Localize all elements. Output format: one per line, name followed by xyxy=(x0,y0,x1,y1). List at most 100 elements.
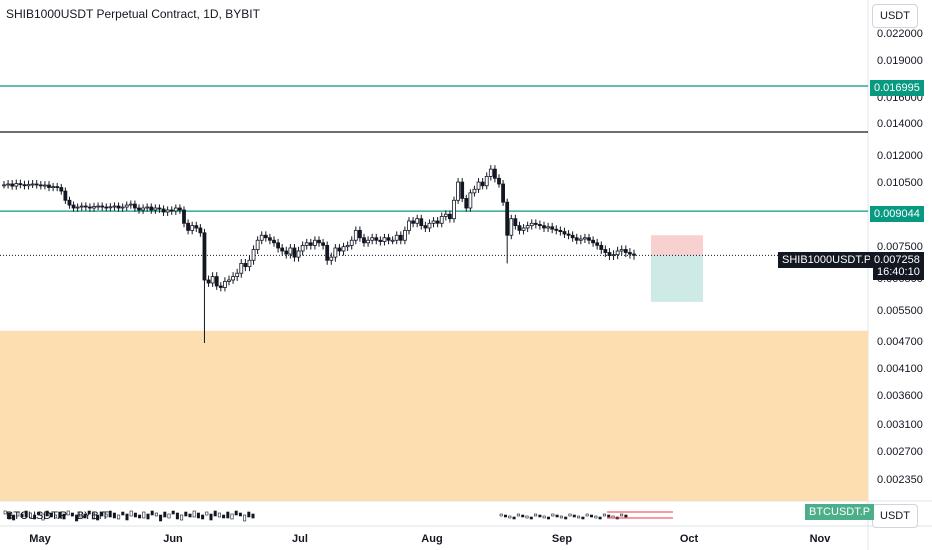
candle-body xyxy=(333,247,338,258)
month-label: Nov xyxy=(809,533,831,545)
lower-candle xyxy=(138,514,142,519)
candle-body xyxy=(223,281,227,288)
candle-body xyxy=(378,239,383,242)
candle-body xyxy=(178,207,182,211)
lower-candle xyxy=(594,515,598,519)
candle-body xyxy=(145,206,150,209)
candle-body xyxy=(341,246,346,252)
lower-candle xyxy=(247,511,251,518)
candle-body xyxy=(349,239,354,246)
candle-body xyxy=(390,239,395,242)
lower-candle xyxy=(180,514,184,521)
lower-candle xyxy=(75,514,79,522)
lower-candle xyxy=(521,514,525,518)
candle-body xyxy=(603,249,608,253)
price-tick-label: 0.014000 xyxy=(877,118,923,130)
candle-body xyxy=(427,222,432,229)
lower-candle xyxy=(555,514,559,518)
candle-body xyxy=(120,206,125,209)
candle-body xyxy=(243,263,248,268)
lower-candle xyxy=(70,512,74,517)
lower-candle xyxy=(564,516,568,520)
candle-body xyxy=(304,242,309,246)
candle-body xyxy=(497,177,501,185)
lower-candle xyxy=(154,512,158,517)
candle-body xyxy=(407,220,411,231)
candle-body xyxy=(112,205,117,208)
candle-body xyxy=(509,218,514,236)
price-tick-label: 0.002700 xyxy=(877,446,923,458)
lower-candle xyxy=(551,513,555,517)
candle-body xyxy=(525,225,530,229)
candle-body xyxy=(595,242,600,246)
candle-body xyxy=(398,234,403,241)
candle-body xyxy=(182,209,186,224)
lower-candle xyxy=(83,513,87,519)
lower-candle xyxy=(188,513,192,518)
month-label: Jul xyxy=(292,533,308,545)
lower-candle xyxy=(28,512,32,519)
candle-body xyxy=(480,181,485,187)
lower-candle xyxy=(58,511,62,519)
candle-body xyxy=(292,247,297,258)
candle-body xyxy=(570,234,575,239)
lower-candle xyxy=(222,514,226,519)
lower-candle xyxy=(87,510,91,515)
candle-body xyxy=(554,228,559,231)
candle-body xyxy=(30,183,35,186)
lower-currency-unit-button[interactable]: USDT xyxy=(872,504,918,528)
month-label: Jun xyxy=(163,533,183,545)
candle-body xyxy=(92,206,96,209)
lower-candle xyxy=(24,510,28,518)
candle-body xyxy=(247,259,252,268)
candle-body xyxy=(239,263,244,274)
lower-candle xyxy=(150,510,154,516)
candle-body xyxy=(83,205,88,208)
candle-body xyxy=(484,176,489,187)
lower-candle xyxy=(62,513,66,520)
candle-body xyxy=(574,237,579,241)
candle-body xyxy=(67,199,72,206)
candle-body xyxy=(206,279,211,284)
candle-body xyxy=(423,225,428,229)
candle-body xyxy=(493,168,497,179)
candle-body xyxy=(623,249,628,253)
lower-candle xyxy=(201,514,205,520)
candle-body xyxy=(501,183,505,203)
lower-candle xyxy=(568,513,572,517)
lower-candle xyxy=(538,514,542,518)
candle-body xyxy=(157,207,162,210)
candle-body xyxy=(165,209,170,213)
candle-body xyxy=(505,201,510,236)
lower-candle xyxy=(230,513,234,520)
candle-body xyxy=(96,205,100,208)
lower-candle xyxy=(192,510,196,518)
lower-candle xyxy=(581,516,585,520)
candle-body xyxy=(116,205,121,209)
price-tick-label: 0.003600 xyxy=(877,390,923,402)
currency-unit-button[interactable]: USDT xyxy=(872,4,918,28)
lower-candle xyxy=(12,514,16,521)
candle-body xyxy=(14,183,19,187)
candle-body xyxy=(38,184,43,187)
candle-body xyxy=(272,239,276,244)
lower-candle xyxy=(7,512,11,520)
candle-body xyxy=(133,203,137,209)
month-label: Sep xyxy=(551,533,573,545)
candle-body xyxy=(300,244,305,252)
candle-body xyxy=(542,225,546,229)
candle-body xyxy=(137,207,141,211)
symbol-tag: SHIB1000USDT.P xyxy=(778,252,876,268)
candle-body xyxy=(632,253,636,256)
risk-zone xyxy=(651,235,703,256)
candle-body xyxy=(615,250,620,256)
candle-body xyxy=(370,237,375,241)
candle-body xyxy=(607,252,612,256)
lower-candle xyxy=(534,513,538,517)
lower-candle xyxy=(66,510,70,516)
lower-candle xyxy=(209,513,213,521)
candle-body xyxy=(353,229,358,241)
price-tick-label: 0.004100 xyxy=(877,363,923,375)
candle-body xyxy=(566,233,571,236)
